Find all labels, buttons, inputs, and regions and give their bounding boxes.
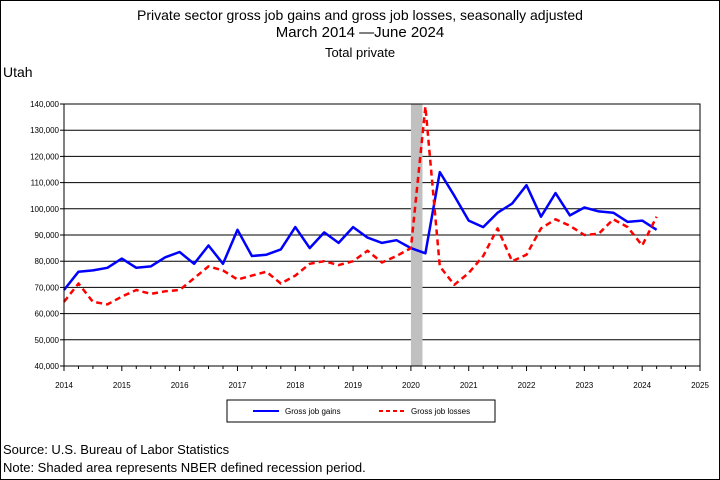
y-tick-label: 100,000 [30, 205, 59, 214]
recession-note: Note: Shaded area represents NBER define… [3, 460, 366, 475]
recession-band [410, 104, 423, 366]
y-tick-label: 70,000 [35, 283, 60, 292]
x-tick-label: 2018 [286, 381, 304, 390]
x-tick-label: 2017 [229, 381, 247, 390]
legend-box [226, 399, 496, 423]
chart-subtitle-sector: Total private [324, 45, 396, 60]
legend-label-gross-job-gains: Gross job gains [285, 407, 341, 416]
legend-label-gross-job-losses: Gross job losses [411, 407, 470, 416]
series-line-gross-job-gains [63, 170, 658, 291]
x-tick-label: 2020 [402, 381, 420, 390]
y-tick-label: 120,000 [30, 152, 59, 161]
source-note: Source: U.S. Bureau of Labor Statistics [3, 442, 230, 457]
x-tick-label: 2021 [460, 381, 478, 390]
region-label: Utah [3, 64, 33, 80]
x-tick-label: 2015 [113, 381, 131, 390]
y-tick-label: 40,000 [35, 362, 60, 371]
y-tick-label: 110,000 [31, 179, 60, 188]
x-tick-label: 2025 [691, 381, 709, 390]
y-tick-label: 90,000 [35, 231, 60, 240]
series-line-gross-job-losses [63, 105, 658, 306]
y-tick-label: 60,000 [35, 310, 60, 319]
x-tick-label: 2016 [171, 381, 189, 390]
chart-subtitle-date-range: March 2014 —June 2024 [275, 24, 445, 41]
x-tick-label: 2019 [344, 381, 362, 390]
chart-title: Private sector gross job gains and gross… [137, 7, 583, 23]
y-tick-label: 130,000 [30, 126, 59, 135]
x-tick-label: 2024 [633, 381, 651, 390]
x-tick-label: 2023 [575, 381, 593, 390]
y-tick-label: 80,000 [35, 257, 60, 266]
x-tick-label: 2022 [518, 381, 536, 390]
y-tick-label: 140,000 [30, 100, 59, 109]
y-tick-label: 50,000 [35, 336, 60, 345]
plot-area-border [63, 103, 701, 367]
x-tick-label: 2014 [55, 381, 73, 390]
